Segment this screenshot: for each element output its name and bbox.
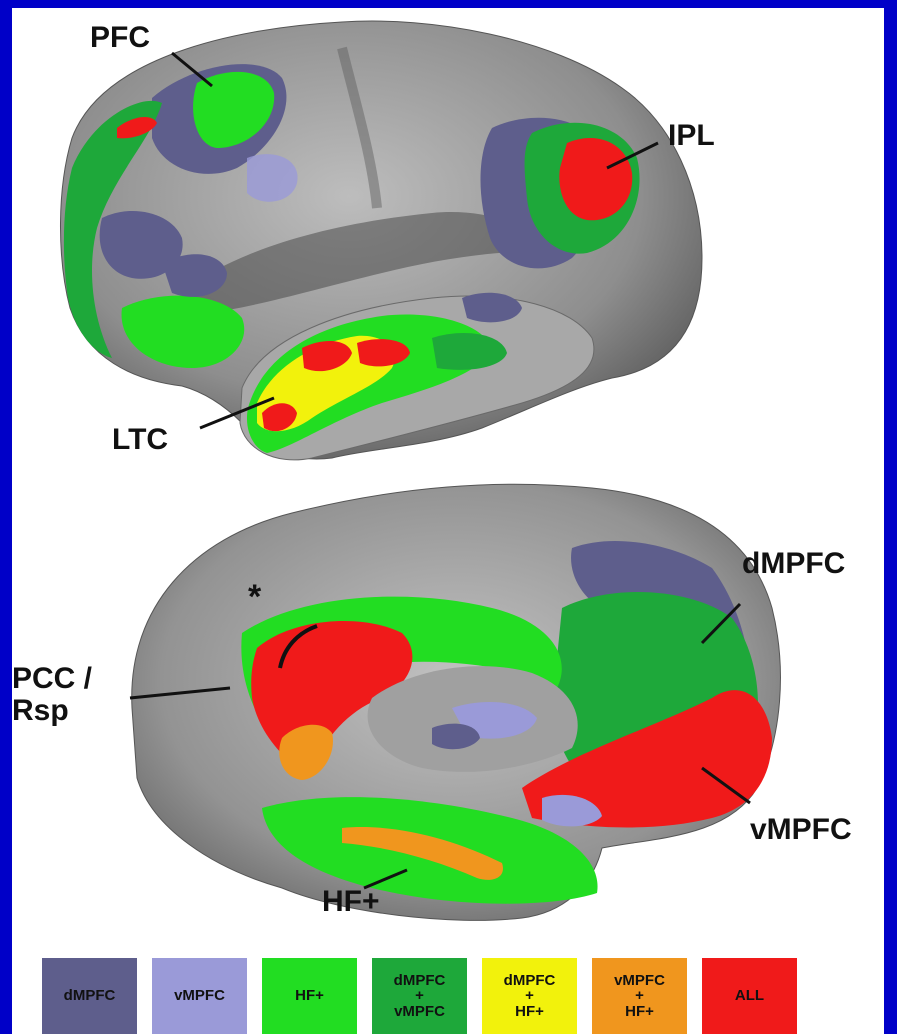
legend-swatch: ALL (702, 958, 797, 1034)
label-asterisk: * (248, 578, 262, 616)
medial-brain-view (129, 483, 781, 921)
label-vmpfc: vMPFC (750, 813, 852, 846)
frontal-dmpfc-patch (99, 210, 183, 279)
pcc-leader-line (129, 686, 231, 700)
legend-label-line: HF+ (295, 987, 324, 1005)
legend-label-line: vMPFC (614, 972, 665, 990)
legend-label-line: + (635, 987, 644, 1005)
label-dmpfc: dMPFC (742, 547, 846, 580)
inferior-frontal-dmpfc (162, 254, 227, 297)
frontal-vmpfc-patch (247, 154, 298, 202)
vmpfc-all-area (522, 690, 772, 828)
legend-label-line: dMPFC (503, 972, 556, 990)
mtl-vmpfc-patch (542, 794, 602, 827)
label-ipl: IPL (668, 119, 715, 152)
ltc-leader-line (199, 396, 275, 430)
inferior-frontal-hf (121, 295, 245, 368)
label-ltc: LTC (112, 423, 169, 456)
ltc-red-area-2 (262, 403, 297, 432)
legend-label-line: + (525, 987, 534, 1005)
lateral-brain-view (60, 20, 703, 461)
pcc-orange-area (279, 724, 333, 780)
brain-figure (60, 20, 781, 921)
ipl-leader-line (606, 141, 659, 170)
legend-swatch: HF+ (262, 958, 357, 1034)
color-legend: dMPFC vMPFC HF+ dMPFC + vMPFC dMPFC + HF+ vMPFC + H… (42, 958, 832, 1034)
pfc-hf-area (193, 71, 275, 148)
frontal-red-spot (117, 116, 157, 139)
vmpfc-leader-line (701, 766, 751, 805)
central-sulcus (337, 46, 382, 209)
cingulate-sulcus-line (278, 624, 318, 669)
label-pfc: PFC (90, 21, 150, 54)
sylvian-fissure (187, 212, 552, 313)
label-pcc-line1: PCC / (12, 662, 93, 695)
label-pcc-line2: Rsp (12, 693, 69, 727)
legend-swatch: vMPFC + HF+ (592, 958, 687, 1034)
legend-label-line: + (415, 987, 424, 1005)
hippocampus-orange-strip (342, 827, 503, 880)
legend-label-line: dMPFC (393, 972, 446, 990)
dmpfc-leader-line (700, 602, 742, 645)
legend-swatch: dMPFC + vMPFC (372, 958, 467, 1034)
ltc-hf-extension (432, 333, 507, 370)
ltc-red-area-1 (302, 341, 352, 372)
pfc-leader-line (171, 51, 213, 88)
figure-panel: PFC IPL LTC * dMPFC PCC / Rsp vMPFC HF+ … (12, 8, 884, 1034)
legend-label-line: ALL (734, 987, 765, 1005)
legend-label-line: vMPFC (394, 1002, 445, 1020)
ipl-all-area (559, 137, 633, 221)
legend-swatch: dMPFC + HF+ (482, 958, 577, 1034)
frontal-hf-strip (63, 100, 162, 358)
legend-swatch: vMPFC (152, 958, 247, 1034)
label-hf: HF+ (322, 885, 380, 918)
legend-label-line: vMPFC (174, 987, 225, 1005)
legend-swatch: dMPFC (42, 958, 137, 1034)
callosum-dmpfc-patch (432, 723, 480, 750)
legend-label-line: HF+ (515, 1002, 544, 1020)
legend-label-line: dMPFC (63, 987, 116, 1005)
hf-leader-line (363, 868, 408, 890)
label-pcc-rsp: PCC / Rsp (12, 663, 92, 726)
ltc-red-area-3 (357, 339, 410, 367)
ltc-dmpfc-patch (462, 292, 522, 323)
legend-label-line: HF+ (625, 1002, 654, 1020)
